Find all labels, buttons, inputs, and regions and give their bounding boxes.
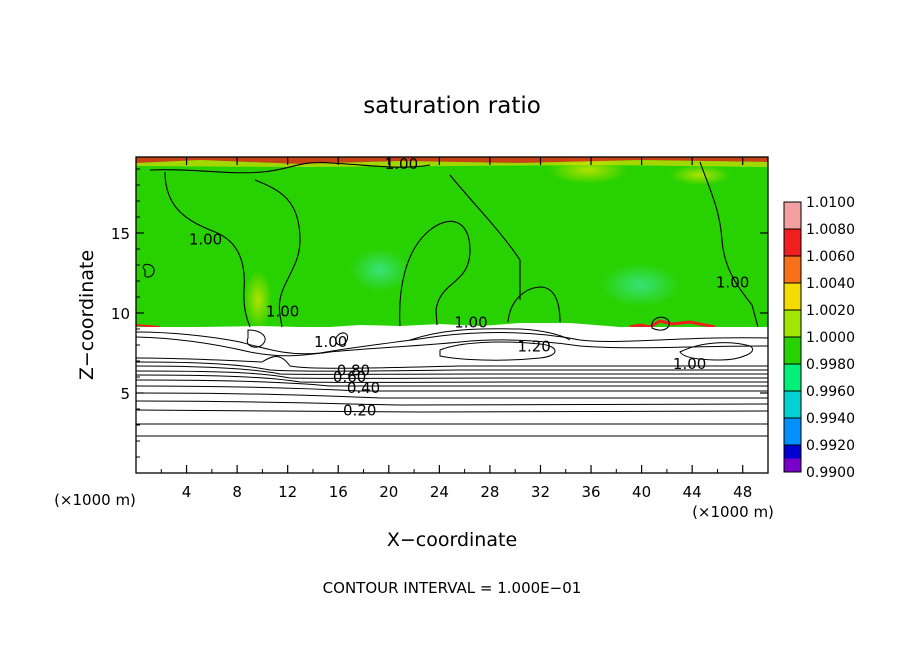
contour-label: 0.40 <box>347 379 380 397</box>
colorbar-label: 1.0100 <box>806 195 855 211</box>
contour-label: 1.00 <box>314 333 347 351</box>
contour-label: 0.20 <box>343 402 376 420</box>
x-axis-label: X−coordinate <box>387 529 517 551</box>
plot-frame <box>135 156 769 474</box>
contour-label: 1.00 <box>266 302 299 320</box>
colorbar-swatch <box>784 337 801 364</box>
colorbar-label: 1.0000 <box>806 330 855 346</box>
contour-label: 1.00 <box>454 314 487 332</box>
colorbar-label: 1.0080 <box>806 222 855 238</box>
upper-contours <box>142 161 759 346</box>
colorbar-label: 0.9960 <box>806 384 855 400</box>
colorbar-label: 0.9940 <box>806 411 855 427</box>
colorbar-swatch <box>784 283 801 310</box>
contour-interval-note: CONTOUR INTERVAL = 1.000E−01 <box>323 579 582 597</box>
x-tick-label: 4 <box>182 483 192 501</box>
cloud-top-rim <box>136 324 161 328</box>
colorbar-label: 0.9900 <box>806 465 855 481</box>
cloud-top-rim <box>629 319 716 329</box>
colorbar-label: 1.0060 <box>806 249 855 265</box>
contour-label: 1.00 <box>673 355 706 373</box>
x-tick-label: 16 <box>329 483 348 501</box>
colorbar-swatch <box>784 202 801 229</box>
colorbar-label: 0.9980 <box>806 357 855 373</box>
contour-label: 1.20 <box>517 338 550 356</box>
colorbar-swatch <box>784 418 801 445</box>
x-tick-label: 40 <box>632 483 651 501</box>
top-edge-yellow <box>136 160 768 167</box>
colorbar-swatch <box>784 391 801 418</box>
x-tick-label: 32 <box>531 483 550 501</box>
x-tick-label: 8 <box>232 483 242 501</box>
colorbar-label: 1.0040 <box>806 276 855 292</box>
colorbar: 1.0100 1.0080 1.0060 1.0040 1.0020 1.0000 0.99… <box>783 195 855 481</box>
contour-label: 0.80 <box>337 362 370 380</box>
colorbar-swatch <box>784 364 801 391</box>
contour-label: 1.00 <box>385 155 418 173</box>
x-tick-label: 36 <box>581 483 600 501</box>
x-tick-label: 20 <box>379 483 398 501</box>
colorbar-label: 1.0020 <box>806 303 855 319</box>
subsat-patch <box>350 248 410 292</box>
chart-title: saturation ratio <box>363 93 541 119</box>
lower-contours <box>136 328 768 437</box>
y-tick-label: 15 <box>111 225 130 243</box>
colorbar-swatch <box>784 229 801 256</box>
y-axis-label: Z−coordinate <box>76 250 98 380</box>
x-tick-label: 48 <box>733 483 752 501</box>
top-edge-band <box>136 157 768 164</box>
colorbar-label: 0.9920 <box>806 438 855 454</box>
contour-label: 1.00 <box>716 274 749 292</box>
y-tick-label: 5 <box>120 385 130 403</box>
colorbar-swatch <box>784 458 801 472</box>
x-tick-label: 24 <box>430 483 449 501</box>
x-tick-label: 12 <box>278 483 297 501</box>
plot-area <box>136 157 768 473</box>
colorbar-swatch <box>784 256 801 283</box>
supersat-patch <box>244 270 272 330</box>
supersat-patch <box>670 165 730 185</box>
y-tick-label: 10 <box>111 305 130 323</box>
x-unit-label: (×1000 m) <box>692 503 774 521</box>
subsat-patch <box>600 263 680 307</box>
x-tick-label: 44 <box>683 483 702 501</box>
x-tick-label: 28 <box>480 483 499 501</box>
contour-labels: 1.00 1.00 1.00 1.00 1.00 1.20 1.00 1.00 0.800.60… <box>189 155 749 420</box>
contour-label: 1.00 <box>189 230 222 248</box>
y-unit-label: (×1000 m) <box>54 491 136 509</box>
colorbar-swatch <box>784 310 801 337</box>
contour-label: 0.60 <box>333 368 366 386</box>
